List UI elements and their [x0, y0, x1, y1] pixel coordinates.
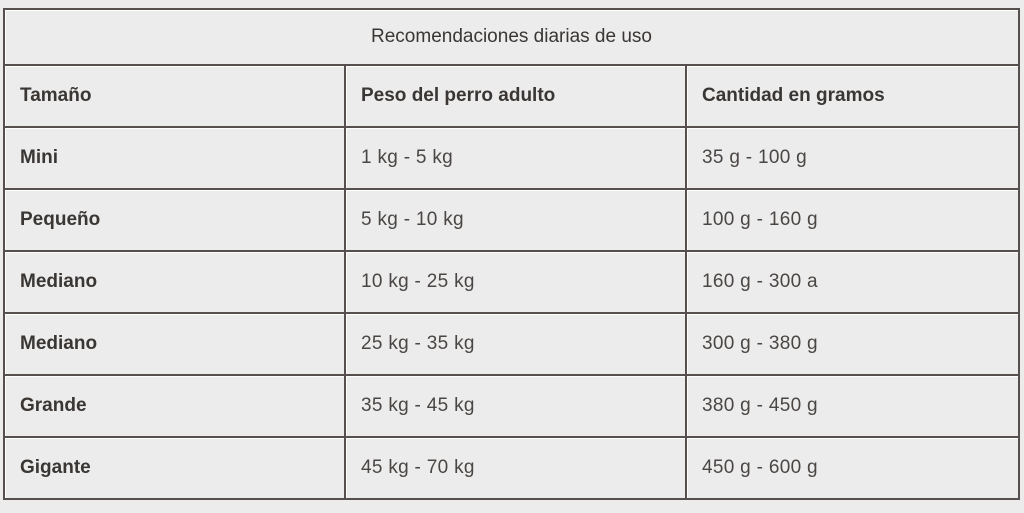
table-row: Mini 1 kg - 5 kg 35 g - 100 g	[3, 126, 1020, 190]
cell-size: Mini	[3, 126, 346, 190]
cell-size: Gigante	[3, 436, 346, 500]
column-header-amount: Cantidad en gramos	[685, 64, 1020, 128]
cell-size: Mediano	[3, 250, 346, 314]
cell-size: Mediano	[3, 312, 346, 376]
cell-amount: 100 g - 160 g	[685, 188, 1020, 252]
cell-size: Pequeño	[3, 188, 346, 252]
column-header-weight: Peso del perro adulto	[344, 64, 687, 128]
cell-weight: 35 kg - 45 kg	[344, 374, 687, 438]
table-row: Mediano 25 kg - 35 kg 300 g - 380 g	[3, 312, 1020, 376]
table-row: Pequeño 5 kg - 10 kg 100 g - 160 g	[3, 188, 1020, 252]
daily-recommendations-table: Recomendaciones diarias de uso Tamaño Pe…	[3, 8, 1020, 500]
cell-weight: 1 kg - 5 kg	[344, 126, 687, 190]
cell-amount: 160 g - 300 a	[685, 250, 1020, 314]
cell-amount: 300 g - 380 g	[685, 312, 1020, 376]
cell-weight: 5 kg - 10 kg	[344, 188, 687, 252]
table-row: Grande 35 kg - 45 kg 380 g - 450 g	[3, 374, 1020, 438]
cell-weight: 45 kg - 70 kg	[344, 436, 687, 500]
cell-amount: 450 g - 600 g	[685, 436, 1020, 500]
cell-weight: 25 kg - 35 kg	[344, 312, 687, 376]
table-row: Mediano 10 kg - 25 kg 160 g - 300 a	[3, 250, 1020, 314]
cell-amount: 35 g - 100 g	[685, 126, 1020, 190]
cell-amount: 380 g - 450 g	[685, 374, 1020, 438]
cell-size: Grande	[3, 374, 346, 438]
cell-weight: 10 kg - 25 kg	[344, 250, 687, 314]
table-row: Gigante 45 kg - 70 kg 450 g - 600 g	[3, 436, 1020, 500]
table-title: Recomendaciones diarias de uso	[3, 8, 1020, 66]
column-header-size: Tamaño	[3, 64, 346, 128]
